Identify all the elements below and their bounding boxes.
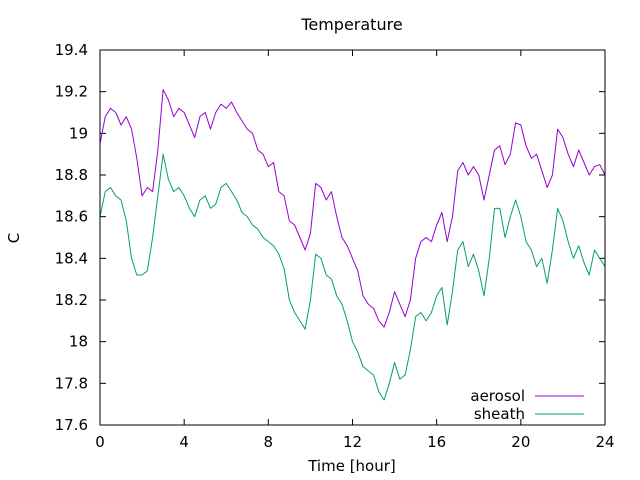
series-line-aerosol — [99, 89, 606, 328]
x-tick-label: 16 — [427, 433, 446, 451]
y-tick-label: 19.4 — [55, 41, 88, 59]
legend-label-aerosol: aerosol — [470, 387, 525, 405]
x-axis-label: Time [hour] — [307, 457, 396, 475]
x-tick-label: 12 — [343, 433, 362, 451]
y-tick-label: 18.6 — [55, 208, 88, 226]
y-tick-label: 17.8 — [55, 374, 88, 392]
legend-label-sheath: sheath — [474, 405, 525, 423]
y-tick-label: 18.2 — [55, 291, 88, 309]
x-tick-label: 24 — [595, 433, 614, 451]
y-tick-label: 18.8 — [55, 166, 88, 184]
chart-title: Temperature — [300, 15, 402, 34]
y-tick-label: 18.4 — [55, 249, 88, 267]
y-tick-label: 19 — [69, 124, 88, 142]
x-tick-label: 4 — [179, 433, 189, 451]
y-tick-label: 18 — [69, 333, 88, 351]
series-line-sheath — [99, 153, 606, 401]
x-tick-label: 8 — [264, 433, 274, 451]
plot-frame — [99, 49, 606, 426]
y-tick-label: 17.6 — [55, 416, 88, 434]
x-tick-label: 20 — [511, 433, 530, 451]
x-tick-label: 0 — [95, 433, 105, 451]
axis-ticks: 0 4 8 12 16 20 24 17.6 17.8 18 18.2 18.4 18.6 18.8 19 1… — [55, 41, 615, 451]
series-lines — [99, 89, 606, 401]
y-axis-label: C — [5, 233, 23, 243]
y-tick-label: 19.2 — [55, 83, 88, 101]
